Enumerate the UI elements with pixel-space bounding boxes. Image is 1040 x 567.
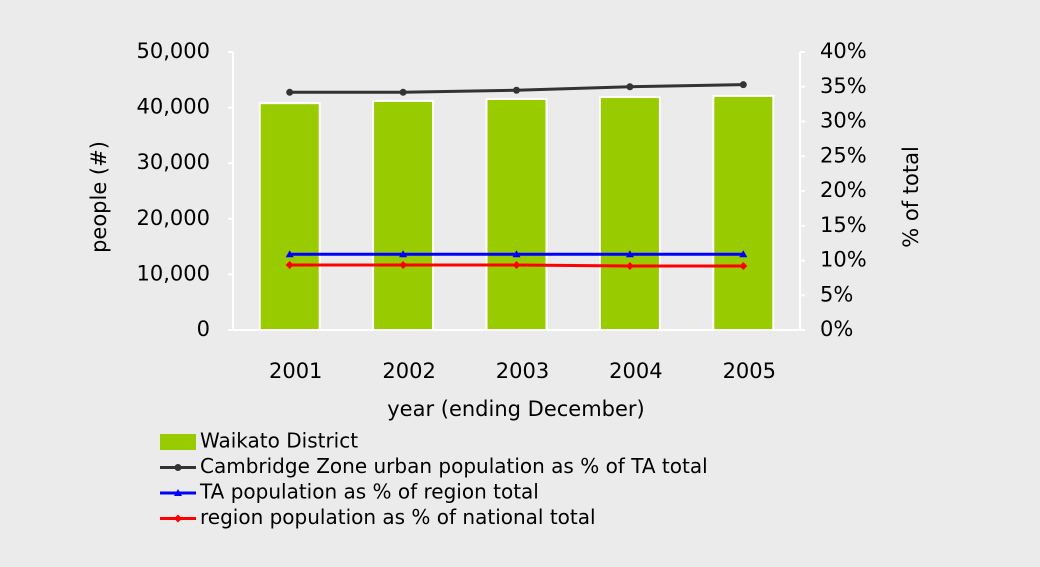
- marker: [739, 250, 748, 258]
- legend-swatch: [160, 434, 196, 450]
- y2-tick-label: 10%: [820, 248, 867, 272]
- y2-tick-label: 25%: [820, 143, 867, 167]
- marker: [625, 262, 634, 271]
- y2-axis-label: % of total: [899, 146, 923, 248]
- y-tick-label: 40,000: [137, 95, 210, 119]
- y2-tick-label: 40%: [820, 39, 867, 63]
- marker: [512, 261, 521, 270]
- y-tick-label: 0: [197, 317, 210, 341]
- y2-tick-label: 30%: [820, 109, 867, 133]
- y-tick-label: 10,000: [137, 261, 210, 285]
- x-tick-label: 2001: [269, 359, 322, 383]
- legend-label: Cambridge Zone urban population as % of …: [200, 454, 708, 478]
- legend-marker: [174, 489, 182, 496]
- marker: [626, 83, 634, 91]
- x-tick-label: 2004: [609, 359, 662, 383]
- marker: [513, 86, 520, 94]
- legend-label: region population as % of national total: [200, 505, 596, 529]
- y2-tick-label: 20%: [820, 178, 867, 202]
- marker: [399, 261, 408, 270]
- y-tick-label: 50,000: [137, 39, 210, 63]
- x-tick-label: 2003: [496, 359, 549, 383]
- marker: [739, 81, 747, 89]
- bar: [485, 97, 548, 332]
- marker: [625, 250, 634, 258]
- y-tick-label: 30,000: [137, 150, 210, 174]
- marker: [399, 88, 407, 96]
- marker: [399, 250, 408, 258]
- legend-label: Waikato District: [200, 429, 358, 453]
- x-tick-label: 2005: [723, 359, 776, 383]
- legend-marker: [174, 514, 182, 523]
- y2-tick-label: 5%: [820, 282, 853, 306]
- bar: [258, 102, 321, 332]
- legend-label: TA population as % of region total: [199, 480, 539, 504]
- marker: [739, 262, 748, 271]
- y2-tick-label: 35%: [820, 74, 867, 98]
- marker: [285, 250, 294, 258]
- marker: [286, 88, 294, 96]
- x-tick-label: 2002: [382, 359, 435, 383]
- y2-tick-label: 0%: [820, 317, 853, 341]
- x-axis-label: year (ending December): [387, 397, 645, 421]
- bar: [372, 99, 435, 332]
- bar: [598, 96, 661, 332]
- bar: [712, 94, 775, 332]
- y-tick-label: 20,000: [137, 206, 210, 230]
- marker: [512, 250, 521, 258]
- legend-marker: [174, 464, 182, 471]
- marker: [285, 261, 294, 270]
- y2-tick-label: 15%: [820, 213, 867, 237]
- y-axis-label: people (#): [87, 141, 111, 253]
